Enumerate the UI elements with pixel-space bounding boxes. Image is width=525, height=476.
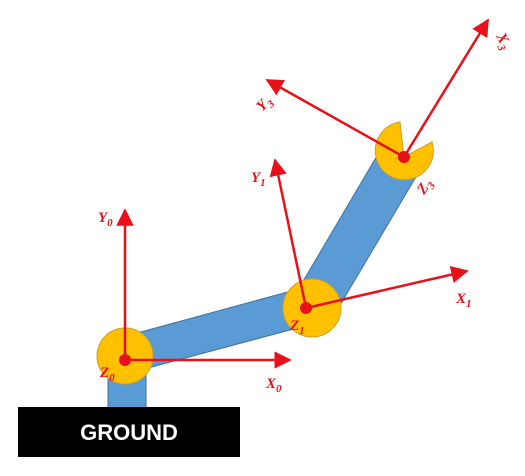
axis-y1 <box>269 158 308 309</box>
origin-1 <box>300 302 312 314</box>
label-x3: X3 <box>489 29 514 53</box>
ground-block <box>18 407 240 457</box>
origin-3 <box>398 151 410 163</box>
ground-label: GROUND <box>80 420 178 445</box>
axis-x1 <box>305 265 469 310</box>
label-z0: Z0 <box>99 365 115 384</box>
origin-0 <box>119 354 131 366</box>
label-y3: Y3 <box>254 93 278 117</box>
axis-y3 <box>265 78 405 159</box>
label-y1: Y1 <box>251 170 266 189</box>
label-z3: Z3 <box>414 176 439 200</box>
label-z1: Z1 <box>289 318 305 337</box>
label-x0: X0 <box>265 376 282 395</box>
label-y0: Y0 <box>98 210 113 229</box>
label-x1: X1 <box>455 291 472 310</box>
joint-3 <box>374 121 434 181</box>
axis-x3 <box>402 18 490 158</box>
